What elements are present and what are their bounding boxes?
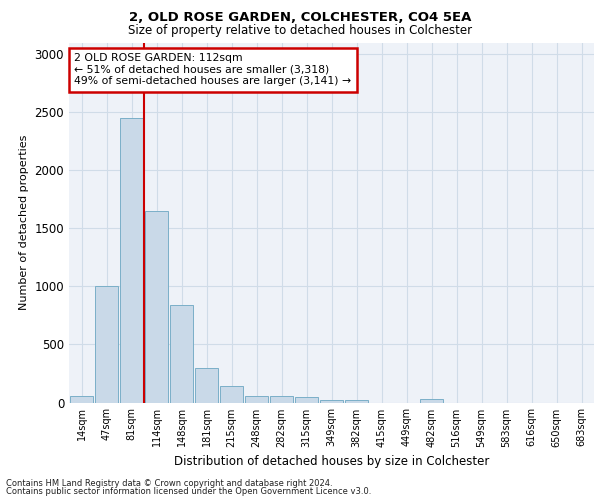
Text: Contains public sector information licensed under the Open Government Licence v3: Contains public sector information licen… bbox=[6, 487, 371, 496]
Text: Contains HM Land Registry data © Crown copyright and database right 2024.: Contains HM Land Registry data © Crown c… bbox=[6, 478, 332, 488]
Bar bbox=[420, 399, 443, 402]
Bar bbox=[95, 286, 118, 403]
Bar bbox=[170, 305, 193, 402]
Text: 2, OLD ROSE GARDEN, COLCHESTER, CO4 5EA: 2, OLD ROSE GARDEN, COLCHESTER, CO4 5EA bbox=[129, 11, 471, 24]
X-axis label: Distribution of detached houses by size in Colchester: Distribution of detached houses by size … bbox=[174, 455, 489, 468]
Bar bbox=[120, 118, 143, 403]
Bar bbox=[195, 368, 218, 402]
Bar bbox=[320, 400, 343, 402]
Text: Size of property relative to detached houses in Colchester: Size of property relative to detached ho… bbox=[128, 24, 472, 37]
Bar bbox=[295, 396, 318, 402]
Bar bbox=[220, 386, 243, 402]
Bar bbox=[145, 211, 168, 402]
Y-axis label: Number of detached properties: Number of detached properties bbox=[19, 135, 29, 310]
Bar bbox=[270, 396, 293, 402]
Bar bbox=[70, 396, 93, 402]
Bar bbox=[245, 396, 268, 402]
Text: 2 OLD ROSE GARDEN: 112sqm
← 51% of detached houses are smaller (3,318)
49% of se: 2 OLD ROSE GARDEN: 112sqm ← 51% of detac… bbox=[74, 54, 352, 86]
Bar bbox=[345, 400, 368, 402]
